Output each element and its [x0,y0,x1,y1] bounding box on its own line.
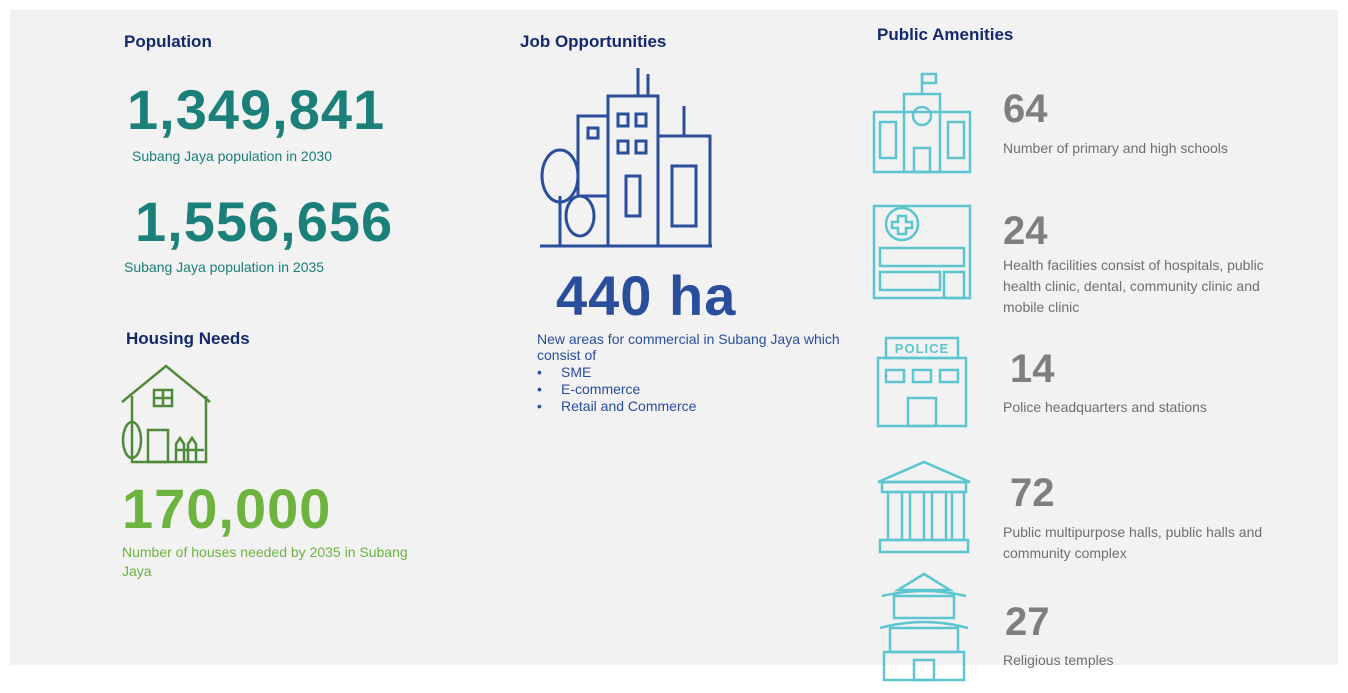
amenity-label: Police headquarters and stations [1003,399,1207,415]
jobs-list: SME E-commerce Retail and Commerce [537,364,696,415]
amenity-label: Health facilities consist of hospitals, … [1003,257,1264,315]
amenity-label: Public multipurpose halls, public halls … [1003,524,1263,561]
list-item: E-commerce [537,381,696,398]
police-icon: POLICE [876,336,968,428]
panel [10,10,1338,665]
amenity-number: 14 [1010,347,1055,391]
house-icon [121,364,211,464]
temple-icon [879,572,969,682]
jobs-label: New areas for commercial in Subang Jaya … [537,331,840,363]
hospital-icon [872,204,972,300]
amenity-number: 27 [1005,600,1050,644]
svg-text:POLICE: POLICE [895,341,949,356]
section-title: Job Opportunities [520,32,667,51]
population-label: Subang Jaya population in 2030 [132,148,333,164]
amenity-label: Religious temples [1003,652,1114,668]
amenity-number: 64 [1003,87,1048,131]
housing-number: 170,000 [122,477,332,540]
section-title: Housing Needs [126,329,250,348]
amenity-label: Number of primary and high schools [1003,140,1228,156]
school-icon [872,72,972,174]
list-item: SME [537,364,696,381]
population-label: Subang Jaya population in 2035 [124,259,325,275]
housing-label: Number of houses needed by 2035 in Suban… [122,544,408,579]
list-item: Retail and Commerce [537,398,696,415]
section-title: Population [124,32,212,51]
section-title: Public Amenities [877,25,1014,44]
amenity-number: 24 [1003,209,1048,253]
hall-icon [877,460,971,554]
population-number: 1,349,841 [127,78,386,141]
buildings-icon [540,68,712,248]
population-number: 1,556,656 [135,190,394,253]
amenity-number: 72 [1010,471,1055,515]
jobs-number: 440 ha [556,264,737,327]
